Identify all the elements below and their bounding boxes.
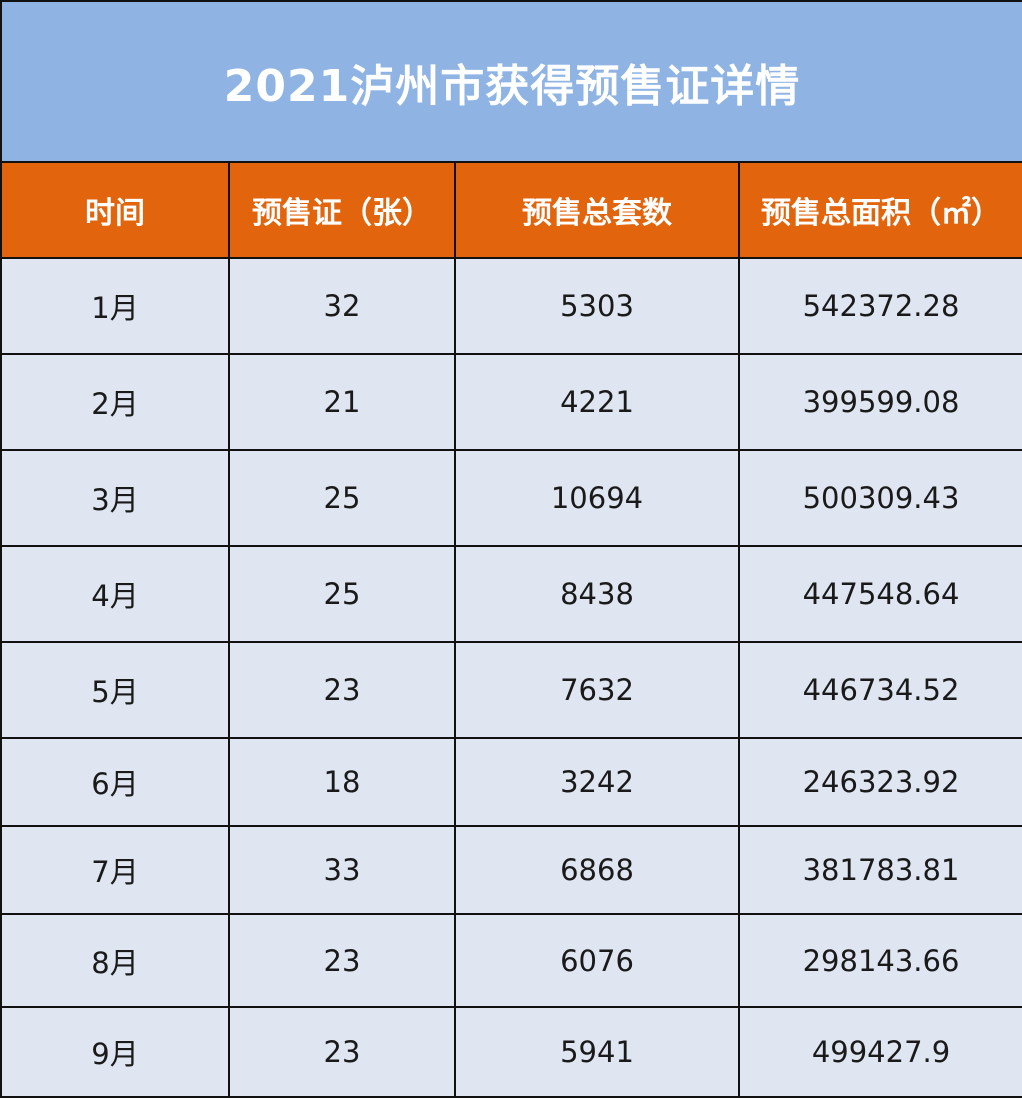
table-title: 2021泸州市获得预售证详情 bbox=[0, 0, 1022, 163]
cell-units: 4221 bbox=[454, 353, 740, 451]
cell-units: 6868 bbox=[454, 825, 740, 915]
cell-units: 6076 bbox=[454, 913, 740, 1008]
cell-permits: 18 bbox=[228, 737, 456, 827]
cell-month: 5月 bbox=[0, 641, 230, 739]
cell-area: 246323.92 bbox=[737, 737, 1022, 827]
cell-area: 381783.81 bbox=[737, 825, 1022, 915]
cell-month: 2月 bbox=[0, 353, 230, 451]
cell-units: 8438 bbox=[454, 545, 740, 643]
cell-permits: 23 bbox=[228, 641, 456, 739]
table-row: 9月 23 5941 499427.9 bbox=[0, 1006, 1022, 1098]
cell-units: 5303 bbox=[454, 257, 740, 355]
header-row: 时间 预售证（张） 预售总套数 预售总面积（㎡） bbox=[0, 161, 1022, 259]
cell-units: 3242 bbox=[454, 737, 740, 827]
cell-month: 1月 bbox=[0, 257, 230, 355]
cell-permits: 33 bbox=[228, 825, 456, 915]
header-time: 时间 bbox=[0, 161, 230, 259]
cell-month: 7月 bbox=[0, 825, 230, 915]
cell-area: 446734.52 bbox=[737, 641, 1022, 739]
cell-area: 399599.08 bbox=[737, 353, 1022, 451]
table-row: 6月 18 3242 246323.92 bbox=[0, 737, 1022, 827]
title-row: 2021泸州市获得预售证详情 bbox=[0, 0, 1022, 163]
cell-month: 4月 bbox=[0, 545, 230, 643]
table-row: 3月 25 10694 500309.43 bbox=[0, 449, 1022, 547]
cell-permits: 25 bbox=[228, 545, 456, 643]
table-row: 7月 33 6868 381783.81 bbox=[0, 825, 1022, 915]
cell-permits: 32 bbox=[228, 257, 456, 355]
cell-area: 542372.28 bbox=[737, 257, 1022, 355]
cell-month: 8月 bbox=[0, 913, 230, 1008]
cell-area: 447548.64 bbox=[737, 545, 1022, 643]
cell-permits: 21 bbox=[228, 353, 456, 451]
table-row: 8月 23 6076 298143.66 bbox=[0, 913, 1022, 1008]
header-area: 预售总面积（㎡） bbox=[737, 161, 1022, 259]
cell-permits: 25 bbox=[228, 449, 456, 547]
cell-month: 3月 bbox=[0, 449, 230, 547]
cell-units: 10694 bbox=[454, 449, 740, 547]
cell-area: 500309.43 bbox=[737, 449, 1022, 547]
cell-month: 6月 bbox=[0, 737, 230, 827]
header-permits: 预售证（张） bbox=[228, 161, 456, 259]
cell-area: 499427.9 bbox=[737, 1006, 1022, 1098]
cell-permits: 23 bbox=[228, 1006, 456, 1098]
table-row: 2月 21 4221 399599.08 bbox=[0, 353, 1022, 451]
cell-units: 5941 bbox=[454, 1006, 740, 1098]
cell-area: 298143.66 bbox=[737, 913, 1022, 1008]
header-units: 预售总套数 bbox=[454, 161, 740, 259]
table-row: 5月 23 7632 446734.52 bbox=[0, 641, 1022, 739]
table-row: 1月 32 5303 542372.28 bbox=[0, 257, 1022, 355]
cell-month: 9月 bbox=[0, 1006, 230, 1098]
cell-permits: 23 bbox=[228, 913, 456, 1008]
cell-units: 7632 bbox=[454, 641, 740, 739]
table-row: 4月 25 8438 447548.64 bbox=[0, 545, 1022, 643]
